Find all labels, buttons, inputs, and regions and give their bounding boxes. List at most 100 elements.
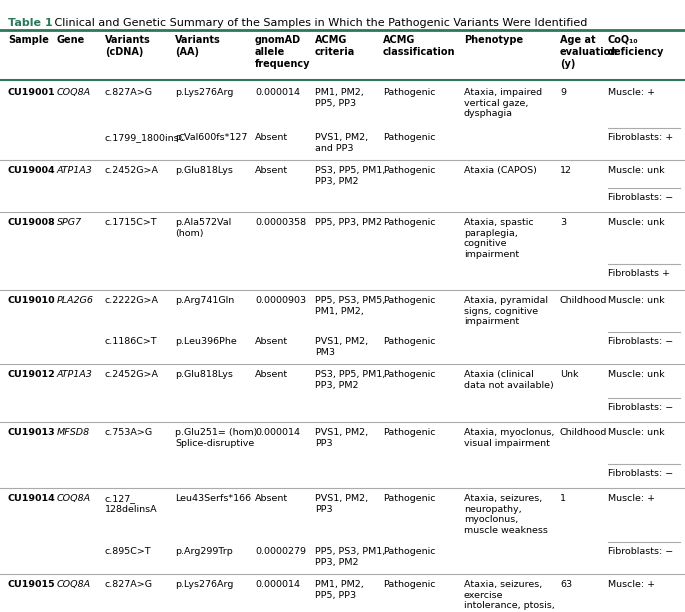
Text: Table 1: Table 1 bbox=[8, 18, 53, 28]
Text: PM1, PM2,
PP5, PP3: PM1, PM2, PP5, PP3 bbox=[315, 580, 364, 600]
Text: Ataxia, spastic
paraplegia,
cognitive
impairment: Ataxia, spastic paraplegia, cognitive im… bbox=[464, 218, 534, 259]
Text: gnomAD
allele
frequency: gnomAD allele frequency bbox=[255, 35, 310, 69]
Text: Sample: Sample bbox=[8, 35, 49, 45]
Text: PP5, PS3, PM1,
PP3, PM2: PP5, PS3, PM1, PP3, PM2 bbox=[315, 547, 385, 567]
Text: c.1715C>T: c.1715C>T bbox=[105, 218, 158, 227]
Text: PLA2G6: PLA2G6 bbox=[57, 296, 94, 305]
Text: Fibroblasts: −: Fibroblasts: − bbox=[608, 547, 673, 556]
Text: c.2222G>A: c.2222G>A bbox=[105, 296, 159, 305]
Text: Pathogenic: Pathogenic bbox=[383, 337, 436, 346]
Text: CU19013: CU19013 bbox=[8, 428, 55, 437]
Text: Pathogenic: Pathogenic bbox=[383, 494, 436, 503]
Text: c.753A>G: c.753A>G bbox=[105, 428, 153, 437]
Text: 9: 9 bbox=[560, 88, 566, 97]
Text: CU19014: CU19014 bbox=[8, 494, 55, 503]
Text: Clinical and Genetic Summary of the Samples in Which the Pathogenic Variants Wer: Clinical and Genetic Summary of the Samp… bbox=[51, 18, 587, 28]
Text: c.827A>G: c.827A>G bbox=[105, 88, 153, 97]
Text: 0.000014: 0.000014 bbox=[255, 580, 300, 589]
Text: PVS1, PM2,
PP3: PVS1, PM2, PP3 bbox=[315, 428, 368, 448]
Text: Leu43Serfs*166: Leu43Serfs*166 bbox=[175, 494, 251, 503]
Text: Absent: Absent bbox=[255, 494, 288, 503]
Text: Pathogenic: Pathogenic bbox=[383, 370, 436, 379]
Text: p.Arg741Gln: p.Arg741Gln bbox=[175, 296, 234, 305]
Text: Muscle: unk: Muscle: unk bbox=[608, 370, 664, 379]
Text: c.127_
128delinsA: c.127_ 128delinsA bbox=[105, 494, 158, 514]
Text: 0.0000903: 0.0000903 bbox=[255, 296, 306, 305]
Text: 3: 3 bbox=[560, 218, 566, 227]
Text: MFSD8: MFSD8 bbox=[57, 428, 90, 437]
Text: PVS1, PM2,
PP3: PVS1, PM2, PP3 bbox=[315, 494, 368, 513]
Text: CoQ₁₀
deficiency: CoQ₁₀ deficiency bbox=[608, 35, 664, 57]
Text: Absent: Absent bbox=[255, 133, 288, 142]
Text: PVS1, PM2,
and PP3: PVS1, PM2, and PP3 bbox=[315, 133, 368, 153]
Text: PS3, PP5, PM1,
PP3, PM2: PS3, PP5, PM1, PP3, PM2 bbox=[315, 166, 385, 186]
Text: Ataxia, seizures,
neuropathy,
myoclonus,
muscle weakness: Ataxia, seizures, neuropathy, myoclonus,… bbox=[464, 494, 548, 536]
Text: Fibroblasts: −: Fibroblasts: − bbox=[608, 193, 673, 202]
Text: Pathogenic: Pathogenic bbox=[383, 166, 436, 175]
Text: c.1186C>T: c.1186C>T bbox=[105, 337, 158, 346]
Text: Absent: Absent bbox=[255, 166, 288, 175]
Text: Variants
(cDNA): Variants (cDNA) bbox=[105, 35, 151, 57]
Text: Muscle: unk: Muscle: unk bbox=[608, 218, 664, 227]
Text: 63: 63 bbox=[560, 580, 572, 589]
Text: Age at
evaluation
(y): Age at evaluation (y) bbox=[560, 35, 619, 69]
Text: PS3, PP5, PM1,
PP3, PM2: PS3, PP5, PM1, PP3, PM2 bbox=[315, 370, 385, 390]
Text: Childhood: Childhood bbox=[560, 428, 608, 437]
Text: Pathogenic: Pathogenic bbox=[383, 428, 436, 437]
Text: Pathogenic: Pathogenic bbox=[383, 296, 436, 305]
Text: p.Lys276Arg: p.Lys276Arg bbox=[175, 580, 234, 589]
Text: Gene: Gene bbox=[57, 35, 85, 45]
Text: p.Lys276Arg: p.Lys276Arg bbox=[175, 88, 234, 97]
Text: Pathogenic: Pathogenic bbox=[383, 218, 436, 227]
Text: COQ8A: COQ8A bbox=[57, 88, 91, 97]
Text: Muscle: +: Muscle: + bbox=[608, 88, 655, 97]
Text: Fibroblasts: −: Fibroblasts: − bbox=[608, 337, 673, 346]
Text: ATP1A3: ATP1A3 bbox=[57, 370, 92, 379]
Text: ACMG
criteria: ACMG criteria bbox=[315, 35, 356, 57]
Text: ATP1A3: ATP1A3 bbox=[57, 166, 92, 175]
Text: p.Glu818Lys: p.Glu818Lys bbox=[175, 166, 233, 175]
Text: p.Glu251= (hom)
Splice-disruptive: p.Glu251= (hom) Splice-disruptive bbox=[175, 428, 258, 448]
Text: Muscle: +: Muscle: + bbox=[608, 580, 655, 589]
Text: 1: 1 bbox=[560, 494, 566, 503]
Text: Fibroblasts +: Fibroblasts + bbox=[608, 269, 670, 278]
Text: Childhood: Childhood bbox=[560, 296, 608, 305]
Text: Pathogenic: Pathogenic bbox=[383, 547, 436, 556]
Text: Ataxia, myoclonus,
visual impairment: Ataxia, myoclonus, visual impairment bbox=[464, 428, 554, 448]
Text: COQ8A: COQ8A bbox=[57, 580, 91, 589]
Text: p.Glu818Lys: p.Glu818Lys bbox=[175, 370, 233, 379]
Text: Pathogenic: Pathogenic bbox=[383, 88, 436, 97]
Text: Absent: Absent bbox=[255, 337, 288, 346]
Text: CU19008: CU19008 bbox=[8, 218, 55, 227]
Text: c.2452G>A: c.2452G>A bbox=[105, 370, 159, 379]
Text: Absent: Absent bbox=[255, 370, 288, 379]
Text: Muscle: unk: Muscle: unk bbox=[608, 428, 664, 437]
Text: ACMG
classification: ACMG classification bbox=[383, 35, 456, 57]
Text: Fibroblasts: −: Fibroblasts: − bbox=[608, 403, 673, 412]
Text: SPG7: SPG7 bbox=[57, 218, 82, 227]
Text: PP5, PP3, PM2: PP5, PP3, PM2 bbox=[315, 218, 382, 227]
Text: p.Ala572Val
(hom): p.Ala572Val (hom) bbox=[175, 218, 232, 238]
Text: Ataxia (CAPOS): Ataxia (CAPOS) bbox=[464, 166, 537, 175]
Text: c.827A>G: c.827A>G bbox=[105, 580, 153, 589]
Text: p.Arg299Trp: p.Arg299Trp bbox=[175, 547, 233, 556]
Text: Ataxia, seizures,
exercise
intolerance, ptosis,
PEO: Ataxia, seizures, exercise intolerance, … bbox=[464, 580, 555, 612]
Text: 0.000014: 0.000014 bbox=[255, 428, 300, 437]
Text: c.1799_1800insC: c.1799_1800insC bbox=[105, 133, 186, 142]
Text: 0.000014: 0.000014 bbox=[255, 88, 300, 97]
Text: Fibroblasts: −: Fibroblasts: − bbox=[608, 469, 673, 478]
Text: Fibroblasts: +: Fibroblasts: + bbox=[608, 133, 673, 142]
Text: Ataxia, pyramidal
signs, cognitive
impairment: Ataxia, pyramidal signs, cognitive impai… bbox=[464, 296, 548, 326]
Text: c.2452G>A: c.2452G>A bbox=[105, 166, 159, 175]
Text: 0.0000279: 0.0000279 bbox=[255, 547, 306, 556]
Text: 12: 12 bbox=[560, 166, 572, 175]
Text: Phenotype: Phenotype bbox=[464, 35, 523, 45]
Text: PM1, PM2,
PP5, PP3: PM1, PM2, PP5, PP3 bbox=[315, 88, 364, 108]
Text: PP5, PS3, PM5,
PM1, PM2,: PP5, PS3, PM5, PM1, PM2, bbox=[315, 296, 385, 316]
Text: c.895C>T: c.895C>T bbox=[105, 547, 151, 556]
Text: Muscle: +: Muscle: + bbox=[608, 494, 655, 503]
Text: CU19004: CU19004 bbox=[8, 166, 55, 175]
Text: p.Leu396Phe: p.Leu396Phe bbox=[175, 337, 237, 346]
Text: CU19015: CU19015 bbox=[8, 580, 55, 589]
Text: Ataxia, impaired
vertical gaze,
dysphagia: Ataxia, impaired vertical gaze, dysphagi… bbox=[464, 88, 542, 119]
